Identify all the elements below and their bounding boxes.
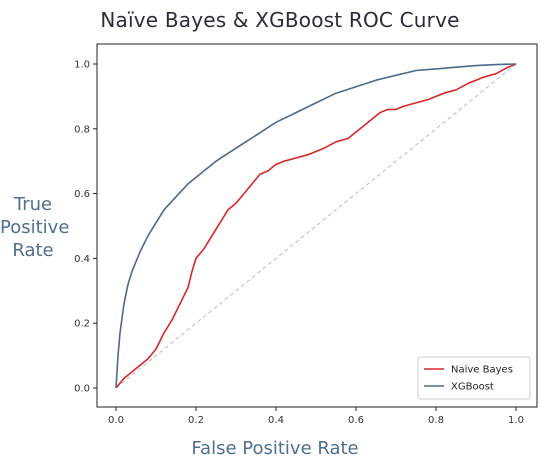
y-axis-label-line-3: Rate bbox=[12, 240, 54, 261]
y-tick-label: 0.4 bbox=[74, 254, 90, 265]
y-axis-label-line-1: True bbox=[13, 194, 53, 215]
legend-label-naive-bayes: Naive Bayes bbox=[451, 365, 513, 376]
legend-label-xgboost: XGBoost bbox=[451, 382, 494, 393]
y-axis-label-line-2: Positive bbox=[0, 217, 70, 238]
y-tick-label: 1.0 bbox=[74, 60, 90, 71]
y-tick-label: 0.8 bbox=[74, 124, 90, 135]
y-tick-label: 0.0 bbox=[74, 384, 90, 395]
plot-frame bbox=[96, 43, 538, 408]
x-tick-label: 0.0 bbox=[108, 415, 124, 426]
y-tick-label: 0.6 bbox=[74, 189, 90, 200]
legend-box bbox=[417, 356, 531, 400]
y-tick-label: 0.2 bbox=[74, 319, 90, 330]
series-line-naive-bayes bbox=[115, 63, 517, 389]
y-axis-label: True Positive Rate bbox=[0, 193, 70, 262]
x-tick-label: 0.4 bbox=[268, 415, 284, 426]
x-tick-label: 1.0 bbox=[508, 415, 524, 426]
series-line-xgboost bbox=[115, 63, 517, 389]
x-tick-label: 0.6 bbox=[348, 415, 364, 426]
x-tick-label: 0.2 bbox=[188, 415, 204, 426]
chart-title: Naïve Bayes & XGBoost ROC Curve bbox=[100, 8, 460, 32]
x-tick-label: 0.8 bbox=[428, 415, 444, 426]
chance-diagonal-line bbox=[115, 63, 517, 389]
x-axis-label: False Positive Rate bbox=[191, 438, 359, 459]
